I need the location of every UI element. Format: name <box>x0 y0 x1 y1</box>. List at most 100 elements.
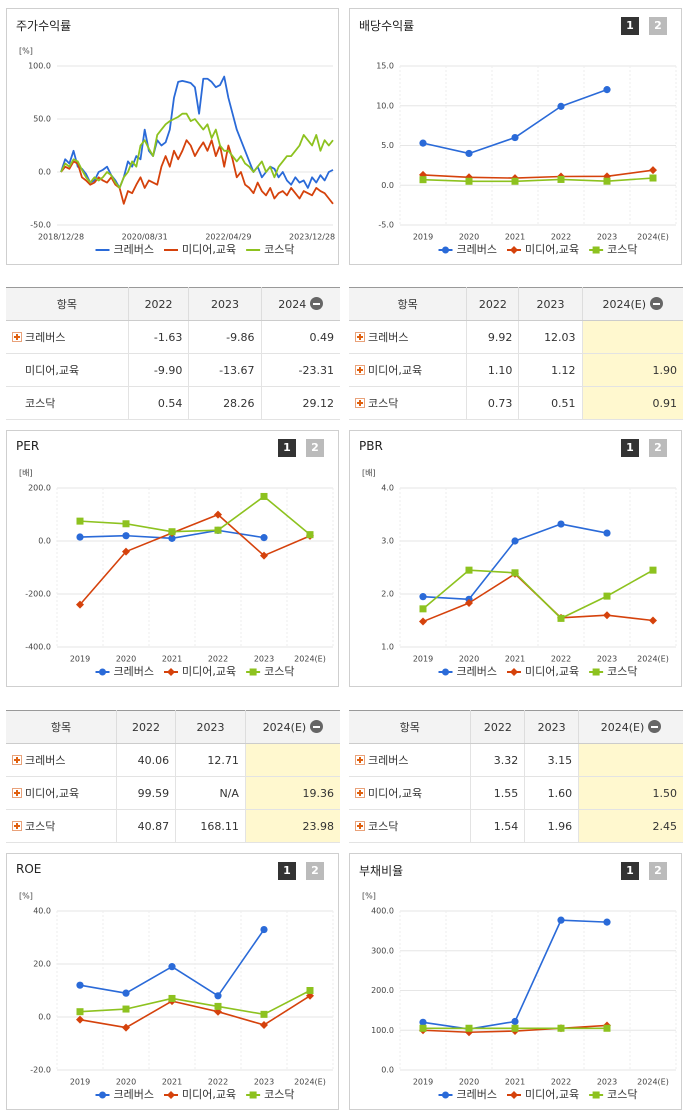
value-cell <box>581 320 683 354</box>
legend-marker <box>442 668 450 676</box>
point <box>419 617 427 626</box>
series-line <box>79 995 311 1029</box>
value-text: -9.86 <box>226 330 255 344</box>
header-text: 항목 <box>399 721 420 734</box>
chart: [배] 200.0 0.0 -200.0 -400.0 2019 2020 2021 2022 2… <box>19 469 334 678</box>
row-name: 코스닥 <box>25 820 56 833</box>
point <box>122 532 130 540</box>
page-button[interactable]: 1 <box>621 439 639 457</box>
value-cell: 29.12 <box>260 386 340 420</box>
legend: 크레버스 미디어,교육 코스닥 <box>95 665 294 678</box>
point <box>603 529 611 537</box>
page-button[interactable]: 1 <box>621 17 639 35</box>
value-cell: -23.31 <box>260 353 340 387</box>
expand-icon[interactable] <box>355 365 365 375</box>
x-tick-label: 2018/12/28 <box>38 233 84 242</box>
value-cell: 1.55 <box>470 776 525 810</box>
row-name: 코스닥 <box>368 820 399 833</box>
y-tick-label: 200.0 <box>28 484 51 493</box>
legend-label: 코스닥 <box>607 1088 637 1101</box>
collapse-icon[interactable] <box>648 720 662 733</box>
value-cell: 1.60 <box>524 776 579 810</box>
value-cell: 28.26 <box>188 386 262 420</box>
legend: 크레버스 미디어,교육 코스닥 <box>95 243 294 256</box>
page-button[interactable]: 2 <box>649 439 667 457</box>
point <box>511 537 519 545</box>
header-cell: 2022 <box>466 287 519 321</box>
page-button[interactable]: 2 <box>306 439 324 457</box>
legend-label: 코스닥 <box>607 243 637 256</box>
y-tick-label: 200.0 <box>371 986 394 995</box>
collapse-icon[interactable] <box>310 297 324 310</box>
point <box>603 611 611 620</box>
legend-marker <box>99 668 107 676</box>
y-unit: [%] <box>19 892 33 901</box>
x-tick-label: 2020 <box>459 655 479 664</box>
page-button[interactable]: 2 <box>649 17 667 35</box>
x-tick-label: 2020 <box>459 1078 479 1087</box>
legend-label: 코스닥 <box>264 243 294 256</box>
x-tick-label: 2019 <box>413 233 433 242</box>
chart: [%] 100.0 50.0 0.0 -50.0 2018/12/28 2020/08/31… <box>19 47 335 257</box>
page-button[interactable]: 2 <box>306 862 324 880</box>
expand-icon[interactable] <box>12 332 22 342</box>
point <box>214 526 222 534</box>
expand-icon[interactable] <box>355 755 365 765</box>
header-text: 2022 <box>132 720 161 734</box>
header-row: 항목 2022 2023 2024(E) <box>349 287 683 321</box>
data-table: 항목 2022 2023 2024(E) 크레버스 9.92 12.03 미디어,교육 1.10… <box>349 287 683 420</box>
value-cell: 0.91 <box>581 386 683 420</box>
value-text: -23.31 <box>298 363 334 377</box>
y-unit: [%] <box>362 892 376 901</box>
y-tick-label: 100.0 <box>28 62 51 71</box>
table-row: 코스닥 0.73 0.51 0.91 <box>349 386 683 420</box>
point <box>306 991 314 1000</box>
page-button[interactable]: 2 <box>649 862 667 880</box>
page-button[interactable]: 1 <box>278 439 296 457</box>
value-cell: 23.98 <box>244 809 340 843</box>
expand-icon[interactable] <box>355 821 365 831</box>
value-text: 1.50 <box>652 786 678 800</box>
legend-label: 미디어,교육 <box>182 665 236 678</box>
header-cell: 항목 <box>6 287 129 321</box>
x-tick-label: 2023 <box>597 1078 617 1087</box>
y-tick-label: 0.0 <box>38 537 51 546</box>
y-tick-label: -200.0 <box>25 590 51 599</box>
x-tick-label: 2022 <box>551 233 571 242</box>
point <box>76 1008 84 1016</box>
y-tick-label: 20.0 <box>33 960 51 969</box>
table-row: 코스닥 1.54 1.96 2.45 <box>349 809 683 843</box>
header-text: 2023 <box>536 297 565 311</box>
legend-marker <box>510 246 518 254</box>
point <box>76 517 84 525</box>
header-row: 항목 2022 2023 2024 <box>6 287 340 321</box>
collapse-icon[interactable] <box>310 720 324 733</box>
y-tick-label: 0.0 <box>38 168 51 177</box>
expand-icon[interactable] <box>12 788 22 798</box>
expand-icon[interactable] <box>355 398 365 408</box>
y-tick-label: 50.0 <box>33 115 51 124</box>
header-cell: 2023 <box>188 287 262 321</box>
point <box>603 86 611 94</box>
x-tick-label: 2019 <box>413 655 433 664</box>
point <box>168 963 176 971</box>
row-name-cell: 크레버스 <box>349 320 467 354</box>
expand-icon[interactable] <box>355 332 365 342</box>
expand-icon[interactable] <box>12 755 22 765</box>
row-name: 크레버스 <box>25 754 66 767</box>
page-button[interactable]: 1 <box>278 862 296 880</box>
y-tick-label: 400.0 <box>371 907 394 916</box>
collapse-icon[interactable] <box>650 297 664 310</box>
x-tick-label: 2019 <box>70 1078 90 1087</box>
row-name-cell: 미디어,교육 <box>349 353 467 387</box>
point <box>419 593 427 601</box>
expand-icon[interactable] <box>12 821 22 831</box>
page-button[interactable]: 1 <box>621 862 639 880</box>
value-cell: 0.73 <box>466 386 519 420</box>
value-cell: 168.11 <box>175 809 246 843</box>
value-cell: 3.32 <box>470 743 525 777</box>
value-text: 2.45 <box>652 819 678 833</box>
expand-icon[interactable] <box>355 788 365 798</box>
point <box>214 992 222 1000</box>
row-name: 코스닥 <box>25 397 56 410</box>
